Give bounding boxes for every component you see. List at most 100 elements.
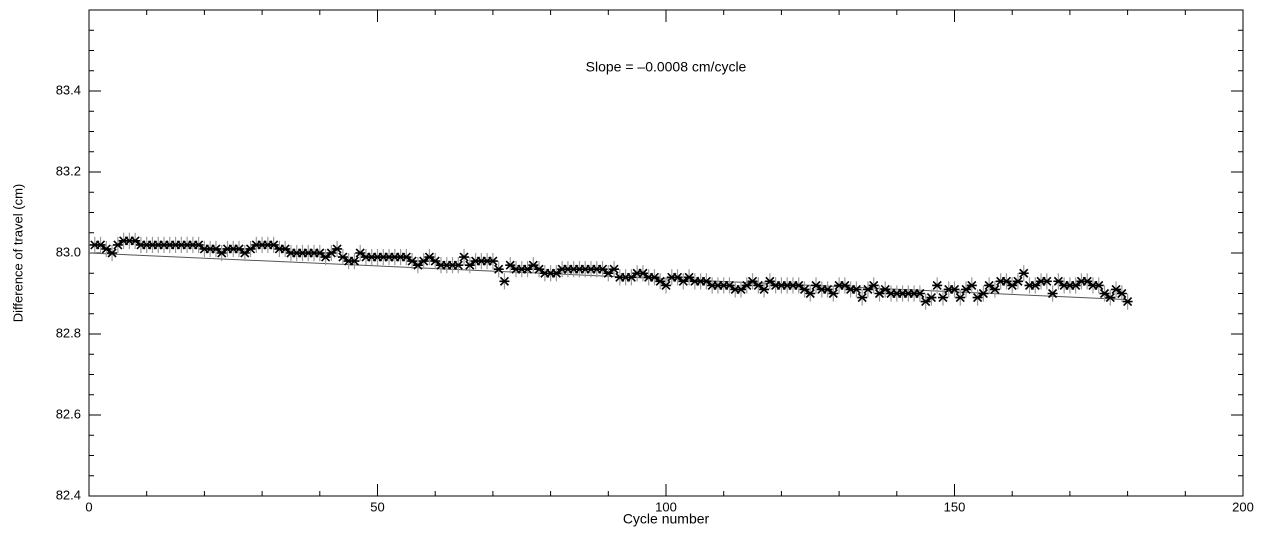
data-point — [459, 252, 470, 262]
data-point — [418, 256, 429, 266]
data-point — [493, 264, 504, 274]
y-axis-label: Difference of travel (cm) — [10, 184, 25, 322]
data-point — [678, 276, 689, 286]
data-point — [234, 244, 245, 254]
data-point — [355, 248, 366, 258]
data-point — [1116, 288, 1127, 299]
data-point — [349, 256, 360, 266]
data-point — [245, 244, 256, 254]
data-point — [989, 284, 1000, 295]
data-point — [453, 260, 464, 270]
data-point — [747, 276, 758, 286]
x-tick-label: 0 — [85, 499, 92, 514]
data-point — [949, 284, 960, 295]
data-point — [759, 284, 770, 295]
data-point — [1047, 288, 1058, 299]
data-point — [597, 264, 608, 274]
data-point — [407, 256, 418, 266]
y-tick-label: 82.6 — [56, 406, 81, 421]
data-point — [649, 272, 660, 282]
data-point — [880, 284, 891, 295]
data-point — [1082, 276, 1093, 286]
data-point — [764, 276, 775, 286]
data-point — [1053, 276, 1064, 286]
data-point — [1018, 268, 1029, 278]
data-point — [268, 240, 279, 250]
data-point — [868, 280, 879, 290]
data-point — [528, 260, 539, 270]
y-tick-label: 82.8 — [56, 325, 81, 340]
data-point — [1093, 280, 1104, 290]
data-point — [1041, 276, 1052, 286]
data-point — [314, 248, 325, 258]
x-axis-label: Cycle number — [623, 511, 710, 527]
data-point — [534, 264, 545, 274]
data-point — [822, 284, 833, 295]
data-point — [637, 268, 648, 278]
data-point — [966, 280, 977, 290]
data-point — [811, 280, 822, 290]
data-point — [1105, 292, 1116, 303]
data-point — [326, 248, 337, 258]
data-point — [337, 252, 348, 262]
data-point — [130, 236, 141, 246]
data-point — [464, 260, 475, 270]
data-point — [1030, 280, 1041, 290]
y-tick-label: 83.0 — [56, 244, 81, 259]
data-point — [978, 288, 989, 299]
data-point — [736, 284, 747, 295]
data-point — [857, 292, 868, 303]
data-point — [793, 280, 804, 290]
data-point — [499, 276, 510, 286]
data-point — [1099, 288, 1110, 299]
data-point — [193, 240, 204, 250]
x-tick-label: 50 — [370, 499, 384, 514]
data-point — [487, 256, 498, 266]
data-point — [505, 260, 516, 270]
data-point — [684, 272, 695, 282]
y-tick-label: 83.4 — [56, 82, 81, 97]
data-point — [805, 288, 816, 299]
data-point — [972, 292, 983, 303]
data-point — [753, 280, 764, 290]
data-point — [672, 272, 683, 282]
data-point — [799, 284, 810, 295]
y-tick-label: 83.2 — [56, 163, 81, 178]
data-point — [724, 280, 735, 290]
x-tick-label: 100 — [655, 499, 677, 514]
data-point — [609, 264, 620, 274]
data-point — [430, 256, 441, 266]
data-point — [955, 292, 966, 303]
data-point — [874, 288, 885, 299]
data-point — [1111, 284, 1122, 295]
data-point — [741, 280, 752, 290]
data-point — [551, 268, 562, 278]
data-point — [961, 284, 972, 295]
data-point — [101, 244, 112, 254]
data-point — [701, 276, 712, 286]
data-point — [661, 280, 671, 290]
data-point — [839, 280, 850, 290]
y-tick-label: 82.4 — [56, 487, 81, 502]
data-point — [1070, 280, 1081, 290]
data-point — [655, 276, 666, 286]
data-point — [424, 252, 435, 262]
data-point — [210, 244, 221, 254]
data-point — [332, 244, 343, 254]
data-point — [932, 280, 943, 290]
data-point — [914, 288, 925, 299]
data-point — [216, 248, 227, 258]
data-point — [920, 297, 931, 307]
data-point — [1001, 276, 1012, 286]
data-point — [412, 260, 423, 270]
x-tick-label: 150 — [944, 499, 966, 514]
data-point — [851, 284, 862, 295]
data-point — [320, 252, 331, 262]
data-point — [522, 264, 533, 274]
data-point — [626, 272, 637, 282]
data-point — [280, 244, 291, 254]
annotation: Slope = –0.0008 cm/cycle — [586, 59, 747, 75]
data-point — [1122, 297, 1133, 307]
data-point — [95, 240, 106, 250]
